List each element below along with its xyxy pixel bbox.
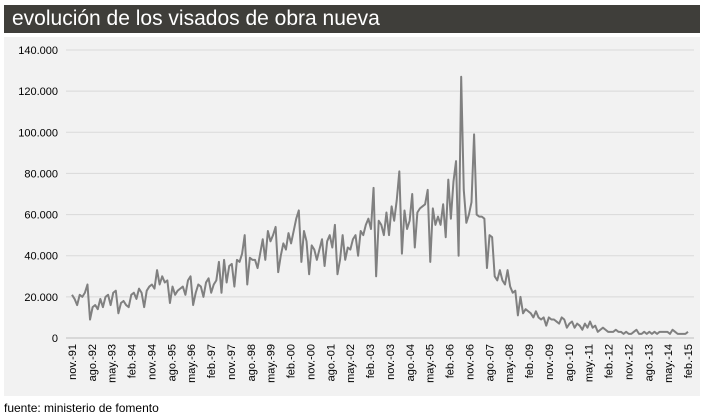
x-tick-label: ago.-01 [325, 344, 337, 381]
x-tick-label: nov.-94 [146, 344, 158, 380]
y-tick-label: 40.000 [24, 251, 58, 263]
x-tick-label: may.-14 [663, 344, 675, 383]
y-tick-label: 20.000 [24, 292, 58, 304]
chart-title-bar: evolución de los visados de obra nueva [4, 5, 700, 33]
x-tick-label: nov.-91 [67, 344, 79, 380]
x-tick-label: feb.-94 [127, 344, 139, 378]
y-axis: 0 20.000 40.000 60.000 80.000 100.000 120.000 1… [18, 45, 58, 345]
x-tick-label: ago.-10 [564, 344, 576, 381]
x-tick-label: nov.-03 [385, 344, 397, 380]
x-tick-label: feb.-09 [524, 344, 536, 378]
x-tick-label: feb.-12 [604, 344, 616, 378]
gridlines [66, 49, 694, 339]
series-group [71, 75, 689, 335]
x-tick-label: feb.-15 [683, 344, 695, 378]
y-tick-label: 80.000 [24, 168, 58, 180]
x-tick-label: ago.-04 [405, 344, 417, 381]
x-tick-label: may.-93 [107, 344, 119, 383]
x-tick-label: ago.-95 [166, 344, 178, 381]
x-tick-label: feb.-97 [206, 344, 218, 378]
x-tick-label: may.-11 [584, 344, 596, 382]
x-tick-label: feb.-06 [445, 344, 457, 378]
x-tick-label: may.-08 [504, 344, 516, 383]
source-note: fuente: ministerio de fomento [4, 401, 159, 415]
y-tick-label: 0 [52, 333, 58, 345]
x-tick-label: ago.-98 [246, 344, 258, 381]
x-tick-label: ago.-07 [484, 344, 496, 381]
line-chart: 0 20.000 40.000 60.000 80.000 100.000 120.000 1… [18, 45, 695, 383]
chart-area: 0 20.000 40.000 60.000 80.000 100.000 120.000 1… [4, 37, 700, 396]
x-tick-label: may.-99 [266, 344, 278, 383]
x-tick-label: ago.-92 [87, 344, 99, 381]
series-line [71, 75, 689, 335]
chart-title: evolución de los visados de obra nueva [12, 7, 380, 30]
x-tick-label: ago.-13 [643, 344, 655, 381]
x-tick-label: feb.-03 [365, 344, 377, 378]
x-tick-label: nov.-12 [623, 344, 635, 380]
y-tick-label: 100.000 [18, 127, 58, 139]
x-axis: nov.-91 ago.-92 may.-93 feb.-94 nov.-94 ago.-… [67, 344, 695, 383]
x-tick-label: may.-05 [425, 344, 437, 383]
x-tick-label: nov.-09 [544, 344, 556, 380]
x-tick-label: feb.-00 [286, 344, 298, 378]
y-tick-label: 140.000 [18, 45, 58, 57]
y-tick-label: 120.000 [18, 86, 58, 98]
x-tick-label: nov.-00 [305, 344, 317, 380]
x-tick-label: nov.-97 [226, 344, 238, 380]
y-tick-label: 60.000 [24, 210, 58, 222]
x-tick-label: may.-96 [186, 344, 198, 383]
x-tick-label: may.-02 [345, 344, 357, 383]
x-tick-label: nov.-06 [464, 344, 476, 380]
